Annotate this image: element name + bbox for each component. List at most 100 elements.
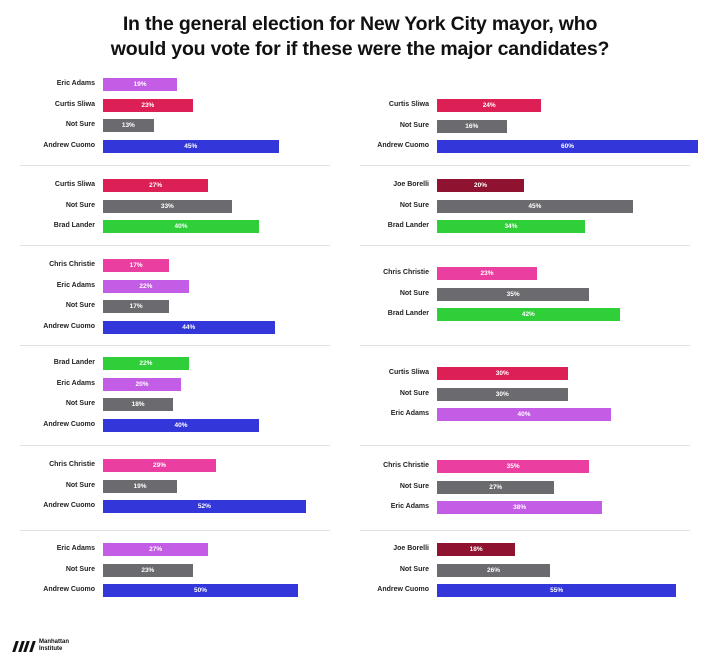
bar	[103, 500, 306, 513]
bar	[103, 98, 193, 112]
bar-value-label: 22%	[139, 282, 153, 290]
bar-value-label: 27%	[149, 546, 163, 553]
bar	[103, 220, 259, 233]
bar	[437, 220, 585, 233]
bar	[437, 199, 633, 213]
panel-divider	[360, 165, 690, 166]
bar	[103, 320, 275, 334]
bar-value-label: 27%	[149, 182, 163, 189]
bar	[103, 563, 193, 577]
category-label: Curtis Sliwa	[388, 101, 429, 108]
panel-divider	[20, 445, 330, 446]
bar	[103, 398, 174, 411]
bar-value-label: 35%	[506, 463, 520, 470]
category-label: Andrew Cuomo	[43, 322, 95, 330]
bar-value-label: 44%	[182, 323, 196, 331]
category-label: Eric Adams	[56, 379, 95, 387]
category-label: Eric Adams	[390, 503, 429, 510]
bar-value-label: 23%	[480, 270, 494, 277]
panel-divider	[20, 530, 330, 531]
bar-value-label: 40%	[174, 223, 188, 230]
chart-title-line-1: In the general election for New York Cit…	[122, 13, 598, 35]
category-label: Eric Adams	[390, 410, 429, 417]
category-label: Chris Christie	[49, 461, 95, 468]
bar	[437, 367, 568, 380]
logo-text-line-2: Institute	[39, 646, 63, 652]
bar-value-label: 40%	[517, 411, 531, 418]
logo-mark-icon	[12, 640, 35, 652]
category-label: Not Sure	[399, 289, 429, 297]
bar-value-label: 50%	[193, 587, 207, 594]
category-label: Brad Lander	[387, 222, 429, 229]
category-label: Not Sure	[65, 121, 95, 128]
bar-value-label: 24%	[482, 102, 496, 109]
category-label: Brad Lander	[387, 310, 429, 317]
panel-divider	[20, 245, 330, 246]
bar-value-label: 45%	[528, 202, 542, 210]
bar	[437, 267, 538, 280]
category-label: Eric Adams	[56, 281, 95, 289]
panel-divider	[20, 345, 330, 346]
bar	[103, 300, 170, 313]
bar-value-label: 13%	[121, 122, 135, 129]
panel-divider	[20, 165, 330, 166]
bar	[103, 119, 154, 132]
panel-divider	[360, 530, 690, 531]
bar	[437, 480, 555, 494]
panel-divider	[360, 245, 690, 246]
bar	[103, 179, 209, 192]
bar-value-label: 19%	[133, 81, 147, 88]
category-label: Chris Christie	[383, 269, 429, 276]
category-label: Chris Christie	[383, 462, 429, 469]
bar	[103, 584, 298, 597]
category-label: Not Sure	[65, 481, 95, 489]
category-label: Andrew Cuomo	[43, 420, 95, 428]
logo-text-line-1: Manhattan	[39, 639, 69, 645]
bar-value-label: 20%	[473, 182, 487, 189]
bar-value-label: 38%	[513, 504, 527, 511]
bar	[437, 119, 507, 133]
bar-value-label: 60%	[560, 143, 574, 150]
category-label: Andrew Cuomo	[43, 586, 95, 593]
category-label: Joe Borelli	[393, 545, 429, 552]
logo-text: Manhattan Institute	[39, 639, 69, 653]
category-label: Not Sure	[399, 121, 429, 129]
category-label: Andrew Cuomo	[43, 141, 95, 149]
category-label: Brad Lander	[53, 222, 95, 229]
bar-value-label: 23%	[141, 101, 155, 109]
bar-value-label: 30%	[495, 390, 509, 398]
bar	[437, 179, 524, 192]
category-label: Curtis Sliwa	[54, 181, 95, 188]
category-label: Andrew Cuomo	[377, 142, 429, 149]
bar	[103, 78, 178, 91]
bar	[437, 543, 516, 556]
bar-value-label: 30%	[495, 370, 509, 377]
bar-value-label: 45%	[184, 142, 198, 150]
bar	[103, 259, 170, 272]
bar	[437, 99, 542, 112]
bar	[437, 501, 603, 514]
bar-value-label: 18%	[131, 401, 145, 408]
bar-value-label: 35%	[506, 290, 520, 298]
category-label: Chris Christie	[49, 261, 95, 268]
bar	[103, 479, 178, 493]
category-label: Not Sure	[399, 389, 429, 397]
bar	[103, 377, 181, 391]
bar-value-label: 40%	[174, 421, 188, 429]
bar-value-label: 27%	[489, 483, 503, 491]
category-label: Andrew Cuomo	[43, 502, 95, 509]
category-label: Eric Adams	[56, 545, 95, 552]
bar	[437, 408, 611, 421]
bar-value-label: 29%	[153, 462, 167, 469]
bar	[437, 584, 677, 597]
category-label: Not Sure	[65, 565, 95, 573]
category-label: Not Sure	[65, 201, 95, 209]
bar	[103, 543, 209, 556]
bar	[437, 140, 698, 153]
bar-value-label: 18%	[469, 546, 483, 553]
category-label: Not Sure	[399, 565, 429, 573]
bar-value-label: 23%	[141, 566, 155, 574]
category-label: Curtis Sliwa	[388, 369, 429, 376]
category-label: Not Sure	[399, 201, 429, 209]
